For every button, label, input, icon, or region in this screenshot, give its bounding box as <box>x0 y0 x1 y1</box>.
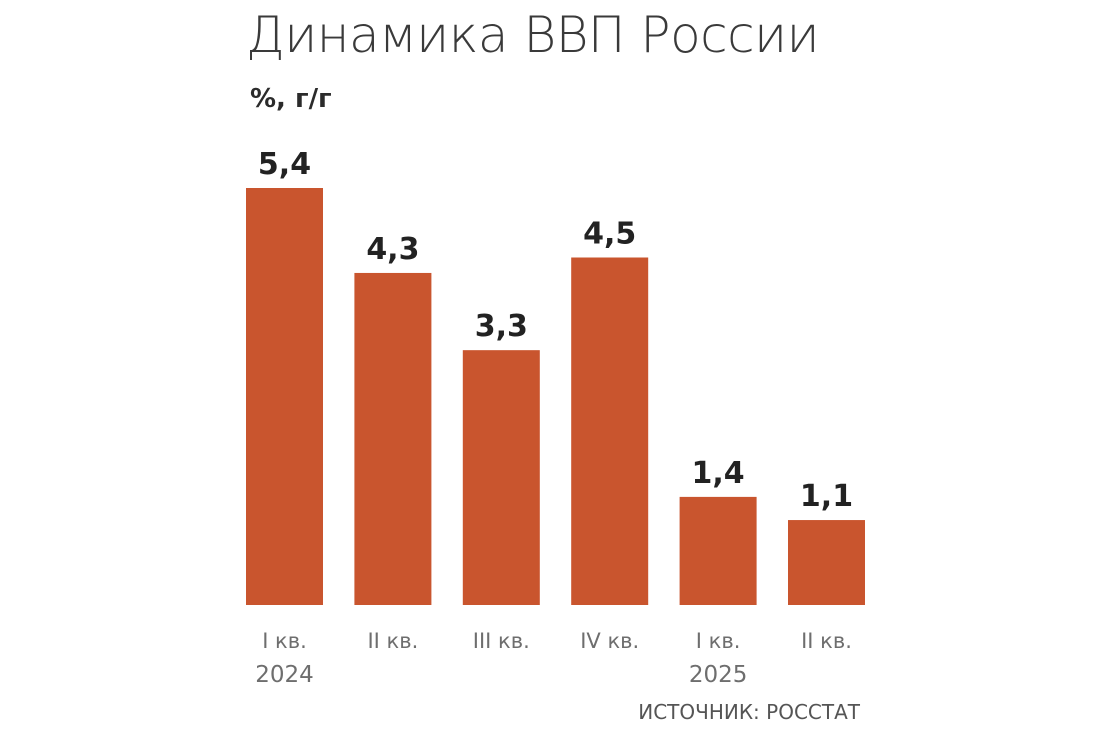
bar-1 <box>246 188 323 605</box>
tick-label-6: II кв. <box>801 629 852 653</box>
bar-3 <box>462 350 540 605</box>
source-note: ИСТОЧНИК: РОССТАТ <box>638 700 860 724</box>
value-label-3: 3,3 <box>475 309 528 344</box>
bar-2 <box>354 272 432 605</box>
bar-5 <box>679 496 757 605</box>
unit-label: %, г/г <box>250 84 332 114</box>
value-label-2: 4,3 <box>366 232 419 267</box>
tick-label-4: IV кв. <box>580 629 639 653</box>
value-label-6: 1,1 <box>800 479 853 514</box>
year-label-1: 2024 <box>255 662 314 688</box>
year-label-5: 2025 <box>689 662 748 688</box>
bars-group <box>246 188 865 605</box>
bar-4 <box>571 257 649 605</box>
year-labels-group: 2024 2025 <box>255 662 747 688</box>
chart-title: Динамика ВВП России <box>246 6 820 64</box>
value-labels-group: 5,4 4,3 3,3 4,5 1,4 1,1 <box>258 147 853 514</box>
tick-label-3: III кв. <box>473 629 530 653</box>
bar-6 <box>788 520 865 605</box>
value-label-1: 5,4 <box>258 147 311 182</box>
tick-label-1: I кв. <box>262 629 307 653</box>
value-label-5: 1,4 <box>692 456 745 491</box>
tick-labels-group: I кв. II кв. III кв. IV кв. I кв. II кв. <box>262 629 852 653</box>
tick-label-2: II кв. <box>367 629 418 653</box>
tick-label-5: I кв. <box>696 629 741 653</box>
value-label-4: 4,5 <box>583 217 636 252</box>
